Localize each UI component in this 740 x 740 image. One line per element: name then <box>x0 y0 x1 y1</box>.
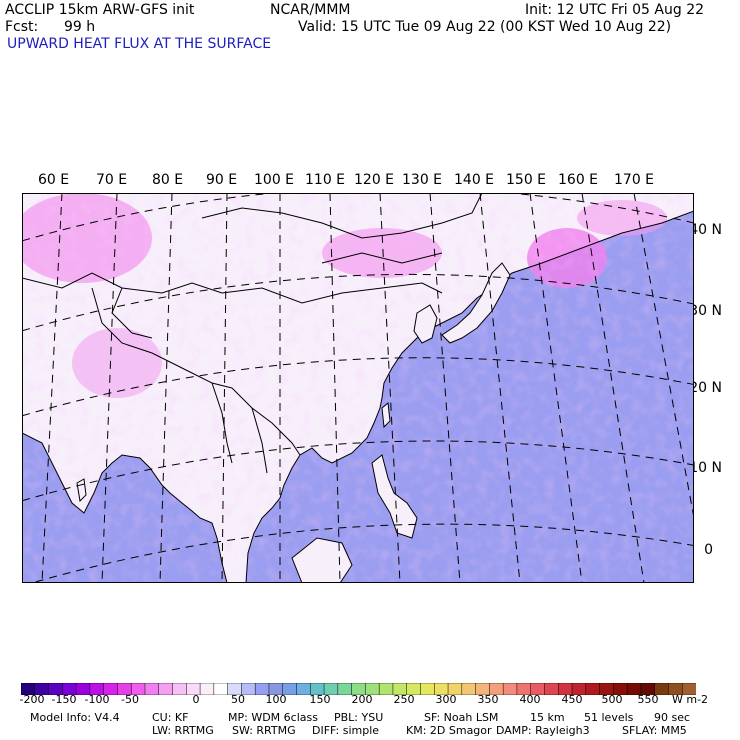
colorbar-tick: -150 <box>51 693 77 706</box>
lon-label: 90 E <box>206 172 238 188</box>
model-info-damp: DAMP: Rayleigh3 <box>496 724 590 737</box>
lat-label: 0 <box>704 542 713 558</box>
model-info-km: KM: 2D Smagor <box>406 724 492 737</box>
heat-flux-map <box>22 193 694 583</box>
model-info-version: Model Info: V4.4 <box>30 711 120 724</box>
lon-label: 160 E <box>558 172 599 188</box>
colorbar-swatch <box>144 683 160 695</box>
model-info-sw: SW: RRTMG <box>232 724 296 737</box>
colorbar-swatch <box>585 683 601 695</box>
colorbar-swatch <box>378 683 394 695</box>
borneo-outline <box>291 537 353 583</box>
colorbar-tick: 250 <box>393 693 415 706</box>
colorbar-swatch <box>681 683 696 695</box>
colorbar-swatch <box>502 683 518 695</box>
graticule <box>22 193 694 583</box>
forecast-label: Fcst: <box>5 19 39 35</box>
taiwan-outline <box>381 402 391 429</box>
colorbar-swatch <box>199 683 215 695</box>
lat-label: 20 N <box>689 380 722 396</box>
model-info-levels: 51 levels <box>584 711 634 724</box>
lon-label: 110 E <box>305 172 346 188</box>
model-info-timestep: 90 sec <box>654 711 691 724</box>
lat-label: 30 N <box>689 303 722 319</box>
colorbar-tick: 200 <box>351 693 373 706</box>
model-info-mp: MP: WDM 6class <box>228 711 318 724</box>
lon-label: 120 E <box>354 172 395 188</box>
model-info-sf: SF: Noah LSM <box>424 711 499 724</box>
colorbar-tick: 0 <box>192 693 200 706</box>
colorbar <box>21 683 696 695</box>
colorbar-tick: 350 <box>477 693 499 706</box>
lat-label: 40 N <box>689 222 722 238</box>
lon-label: 150 E <box>506 172 547 188</box>
lon-label: 140 E <box>454 172 495 188</box>
model-title: ACCLIP 15km ARW-GFS init <box>5 2 195 18</box>
colorbar-tick: 450 <box>561 693 583 706</box>
model-info-resolution: 15 km <box>530 711 565 724</box>
country-borders <box>22 193 483 474</box>
valid-time: Valid: 15 UTC Tue 09 Aug 22 (00 KST Wed … <box>298 19 672 35</box>
lon-label: 60 E <box>38 172 70 188</box>
colorbar-tick: -200 <box>19 693 45 706</box>
org-label: NCAR/MMM <box>270 2 351 18</box>
colorbar-tick: 500 <box>601 693 623 706</box>
colorbar-swatch <box>544 683 559 695</box>
model-info-sflay: SFLAY: MM5 <box>622 724 687 737</box>
model-info-cu: CU: KF <box>152 711 189 724</box>
colorbar-tick: 550 <box>637 693 659 706</box>
colorbar-unit: W m-2 <box>672 693 709 706</box>
map-frame <box>22 193 694 583</box>
colorbar-tick: 100 <box>265 693 287 706</box>
colorbar-tick: -100 <box>84 693 110 706</box>
field-title: UPWARD HEAT FLUX AT THE SURFACE <box>7 36 272 52</box>
forecast-hour: 99 h <box>64 19 96 35</box>
texture <box>22 193 694 583</box>
japan-outline <box>441 262 511 344</box>
colorbar-tick: 300 <box>435 693 457 706</box>
lon-label: 80 E <box>152 172 184 188</box>
colorbar-swatch <box>337 683 353 695</box>
philippines-outline <box>371 454 418 539</box>
colorbar-swatch <box>213 683 229 695</box>
lon-label: 70 E <box>96 172 128 188</box>
colorbar-tick: 50 <box>231 693 245 706</box>
colorbar-swatch <box>420 683 436 695</box>
lon-label: 100 E <box>254 172 295 188</box>
init-time: Init: 12 UTC Fri 05 Aug 22 <box>525 2 705 18</box>
colorbar-tick: 150 <box>309 693 331 706</box>
lon-label: 170 E <box>614 172 655 188</box>
model-info-pbl: PBL: YSU <box>334 711 384 724</box>
colorbar-swatch <box>461 683 477 695</box>
korea-outline <box>413 304 438 344</box>
model-info-diff: DIFF: simple <box>312 724 380 737</box>
colorbar-swatch <box>172 683 188 695</box>
colorbar-tick: 400 <box>519 693 541 706</box>
lat-label: 10 N <box>689 460 722 476</box>
model-info-lw: LW: RRTMG <box>152 724 214 737</box>
lon-label: 130 E <box>402 172 443 188</box>
colorbar-swatch <box>158 683 174 695</box>
colorbar-tick: -50 <box>121 693 139 706</box>
